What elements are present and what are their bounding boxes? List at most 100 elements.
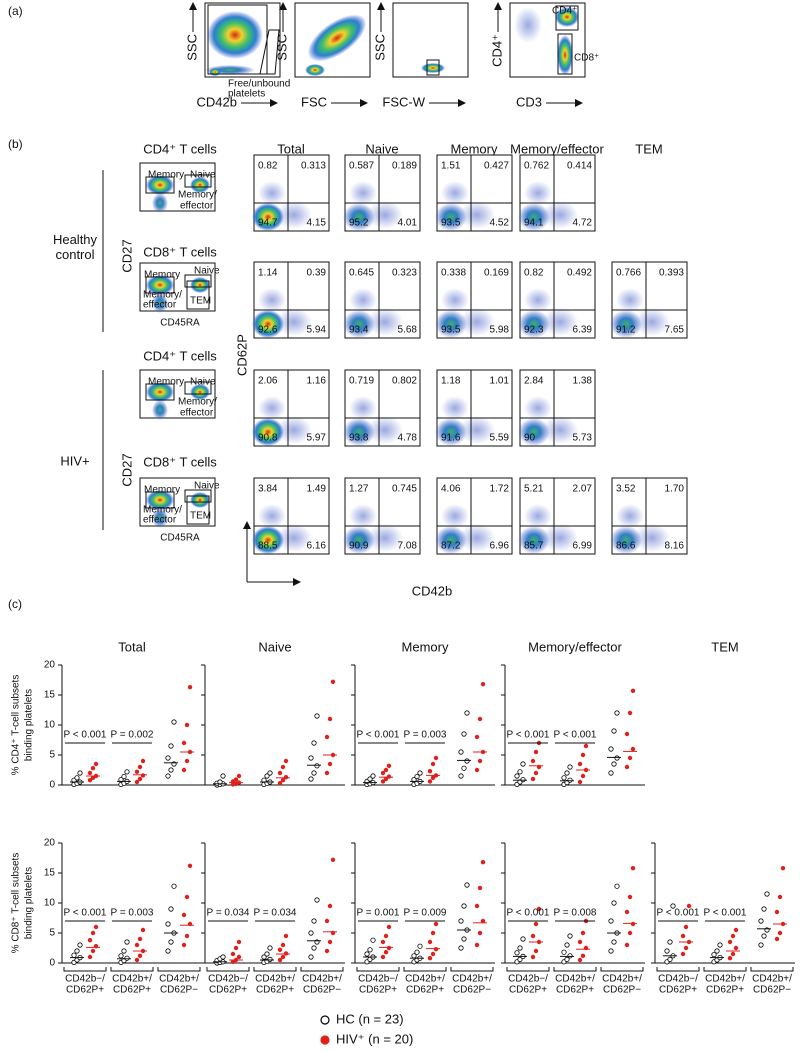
y-tick-label: 10: [44, 720, 56, 731]
subset-title: CD4⁺ T cells: [143, 348, 217, 363]
hiv-point: [181, 767, 187, 773]
hc-point: [561, 949, 567, 955]
quadrant-value: 4.52: [490, 218, 510, 229]
density: [542, 524, 578, 552]
quadrant-value: 0.802: [392, 376, 417, 387]
quadrant-value: 0.338: [441, 268, 466, 279]
y-axis-label: CD62P: [234, 334, 249, 376]
category-bracket: [253, 967, 297, 972]
gate-label: Naive: [194, 481, 220, 492]
y-axis-label: binding platelets: [24, 867, 35, 939]
hiv-point: [283, 758, 289, 764]
hiv-point: [324, 770, 330, 776]
y-axis-label: % CD4⁺ T-cell subsets: [11, 675, 22, 776]
hiv-point: [624, 909, 630, 915]
hc-point: [567, 777, 573, 783]
y-axis-label: binding platelets: [24, 689, 35, 761]
density: [276, 524, 312, 552]
density: [209, 68, 221, 76]
density: [441, 396, 469, 420]
hiv-point: [280, 764, 286, 770]
hiv-point: [380, 779, 386, 784]
hc-point: [364, 951, 370, 957]
x-tick-label: CD62P+: [359, 985, 397, 996]
hiv-point: [580, 930, 586, 936]
hc-point: [567, 764, 573, 770]
hiv-point: [137, 953, 143, 958]
hiv-point: [686, 903, 692, 909]
density: [349, 288, 377, 312]
hiv-point: [280, 954, 286, 960]
x-tick-label: CD62P−: [603, 985, 641, 996]
density: [518, 418, 550, 446]
density: [305, 64, 325, 76]
gate: [207, 4, 268, 75]
hc-point: [764, 891, 770, 897]
hc-point: [267, 770, 273, 776]
category-bracket: [206, 967, 250, 972]
gate: [184, 489, 212, 503]
density: [616, 288, 644, 312]
density: [146, 382, 174, 402]
hc-point: [670, 903, 676, 909]
hc-point: [314, 713, 320, 719]
quadrant-value: 5.97: [307, 433, 327, 444]
density: [524, 396, 552, 420]
quadrant-value: 4.72: [573, 218, 593, 229]
density: [441, 504, 469, 528]
hiv-point: [477, 716, 483, 722]
hiv-point: [230, 951, 236, 957]
x-tick-label: CD42b−/: [65, 974, 105, 985]
hc-point: [168, 939, 174, 945]
density: [207, 11, 263, 59]
quadrant-value: 5.98: [490, 325, 510, 336]
hc-point: [308, 776, 314, 782]
quadrant-value: 0.587: [349, 161, 374, 172]
hc-point: [461, 731, 467, 737]
quadrant-value: 2.07: [573, 484, 593, 495]
density: [252, 203, 284, 231]
hc-point: [667, 956, 673, 963]
hc-point: [458, 749, 464, 755]
x-tick-label: CD62P+: [659, 985, 697, 996]
hc-point: [611, 900, 617, 906]
hc-point: [564, 770, 570, 776]
quadrant-value: 5.59: [490, 433, 510, 444]
hiv-point: [383, 776, 389, 782]
x-tick-label: CD62P+: [209, 985, 247, 996]
quadrant-value: 1.72: [490, 484, 510, 495]
hiv-point: [530, 954, 536, 960]
p-value: P = 0.003: [111, 908, 154, 919]
hc-point: [761, 906, 767, 912]
category-bracket: [656, 967, 700, 972]
hiv-point: [380, 939, 386, 945]
gate-label: Memory: [148, 377, 184, 388]
density: [252, 418, 284, 446]
x-axis-label: CD42b: [197, 94, 237, 109]
density: [610, 526, 642, 554]
density: [146, 275, 174, 295]
hiv-point: [324, 734, 330, 740]
gate-label: CD4⁺: [552, 6, 577, 17]
quadrant-value: 3.52: [616, 484, 636, 495]
hiv-point: [433, 921, 439, 927]
hiv-point: [630, 688, 636, 693]
density: [421, 63, 445, 73]
density: [524, 181, 552, 205]
hiv-point: [727, 939, 733, 945]
density: [343, 310, 375, 338]
density: [459, 416, 495, 444]
hc-point: [417, 770, 423, 776]
density: [435, 526, 467, 554]
hc-point: [517, 945, 523, 951]
hc-point: [514, 950, 520, 956]
hiv-point: [430, 761, 436, 767]
hiv-point: [577, 957, 583, 963]
hc-point: [414, 773, 420, 780]
density: [441, 288, 469, 312]
density: [542, 308, 578, 336]
density: [435, 203, 467, 231]
hiv-point: [777, 930, 783, 936]
hc-point: [611, 728, 617, 734]
y-tick-label: 20: [44, 660, 56, 671]
